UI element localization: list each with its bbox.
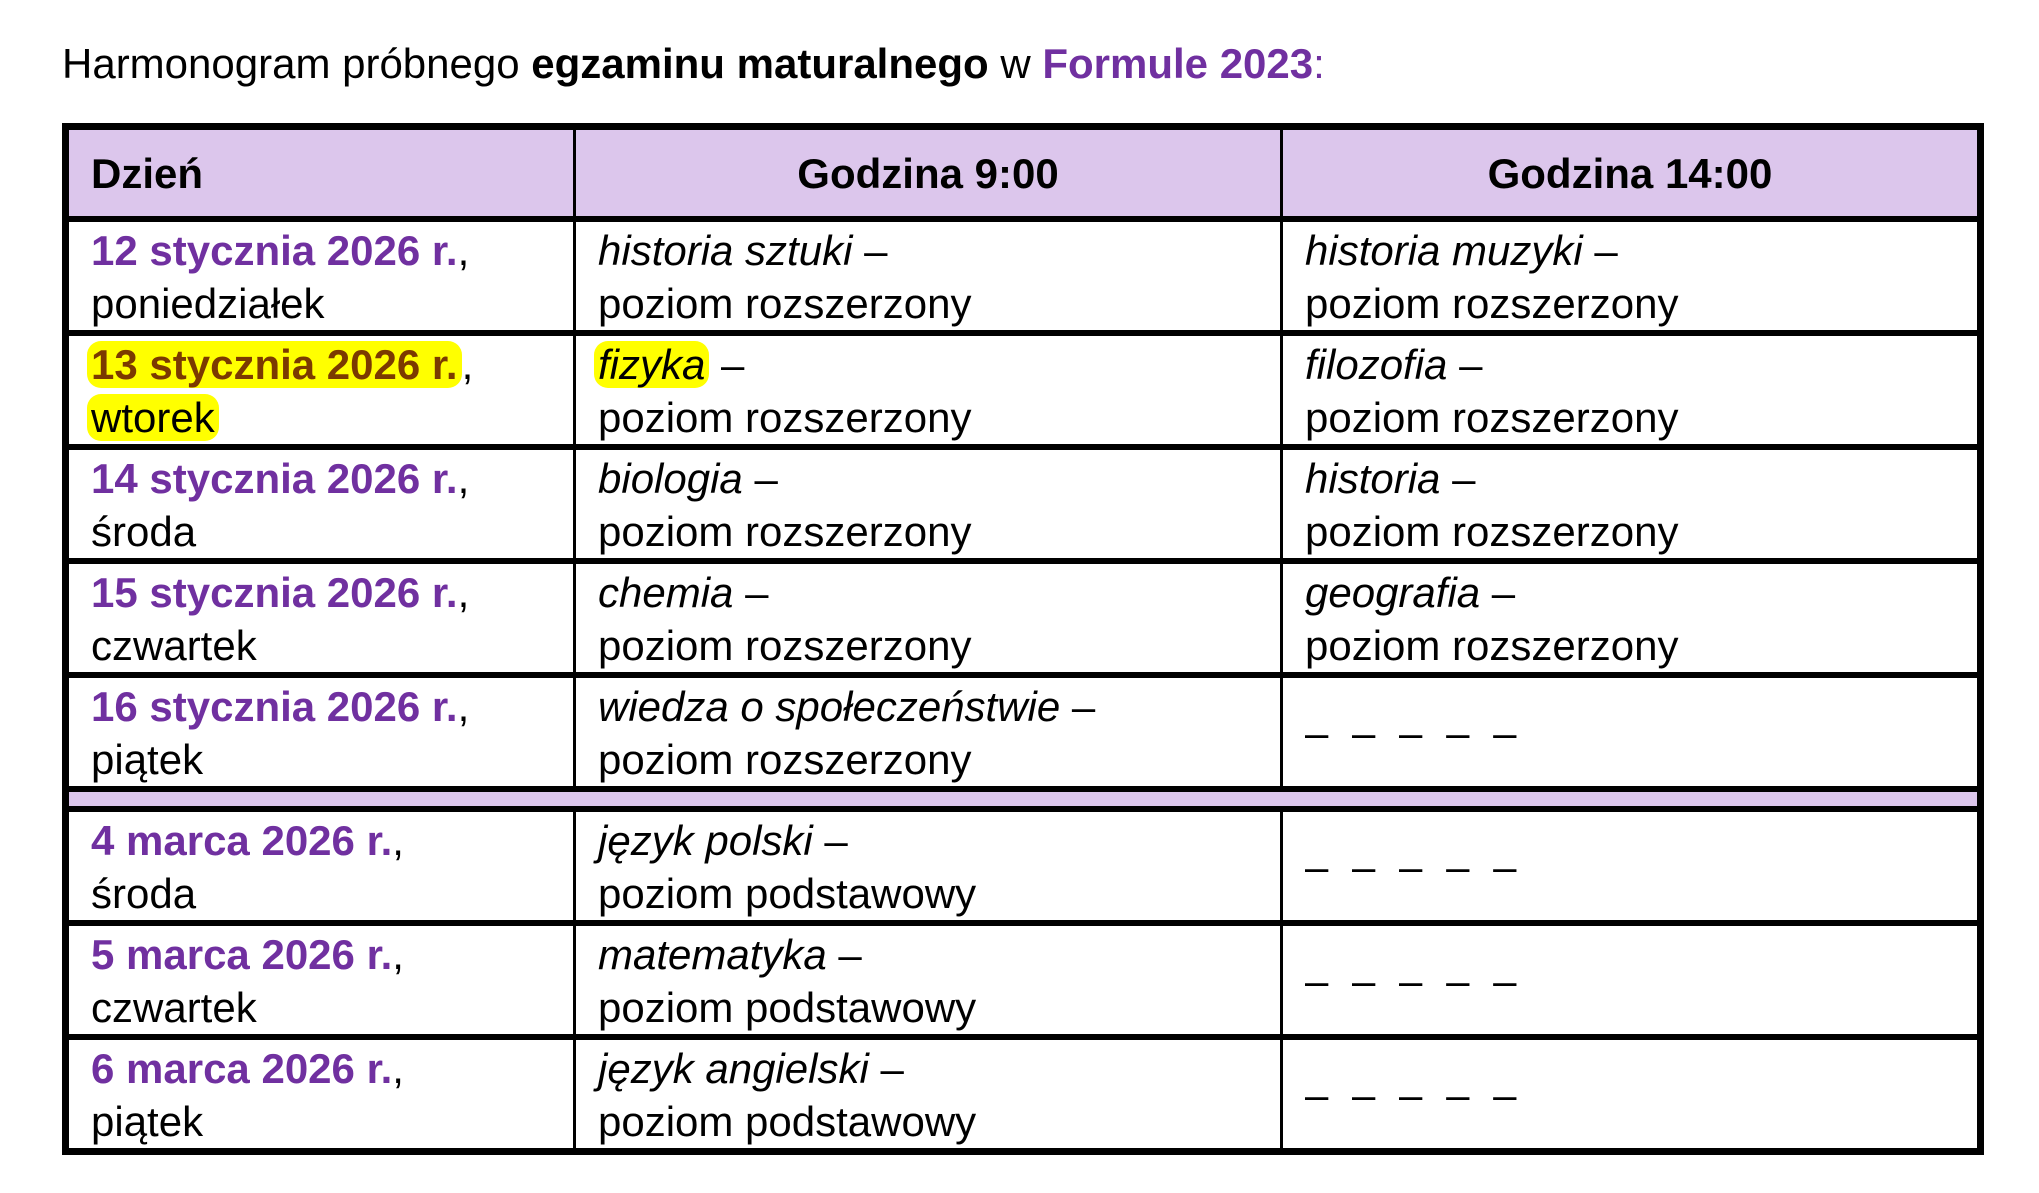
level: poziom rozszerzony [598,736,972,783]
date: 16 stycznia 2026 r. [91,683,458,730]
empty-placeholder: – – – – – [1305,843,1523,890]
weekday: poniedziałek [91,280,325,327]
subject: historia muzyki [1305,227,1583,274]
level: poziom podstawowy [598,1098,977,1145]
page-title: Harmonogram próbnego egzaminu maturalneg… [62,40,1325,87]
afternoon-cell: – – – – – [1280,1034,1982,1155]
weekday: czwartek [91,984,257,1031]
weekday: piątek [91,736,204,783]
day-cell: 5 marca 2026 r., czwartek [64,920,576,1040]
level: poziom rozszerzony [1305,394,1679,441]
table-row: 14 stycznia 2026 r., środa biologia – pozio… [64,444,1982,564]
level: poziom rozszerzony [598,622,972,669]
morning-cell: chemia – poziom rozszerzony [573,558,1283,678]
afternoon-cell: historia – poziom rozszerzony [1280,444,1982,564]
subject: język polski [598,817,813,864]
separator-row [65,786,1981,812]
afternoon-cell: – – – – – [1280,806,1982,926]
morning-cell: matematyka – poziom podstawowy [573,920,1283,1040]
morning-cell: język polski – poziom podstawowy [573,806,1283,926]
level: poziom rozszerzony [1305,622,1679,669]
morning-cell: biologia – poziom rozszerzony [573,444,1283,564]
weekday: środa [91,870,197,917]
day-cell: 13 stycznia 2026 r., wtorek [64,330,576,450]
subject: chemia [598,569,734,616]
separator [65,786,1981,812]
level: poziom podstawowy [598,870,977,917]
morning-cell: historia sztuki – poziom rozszerzony [573,216,1283,336]
afternoon-cell: historia muzyki – poziom rozszerzony [1280,216,1982,336]
subject: język angielski [598,1045,869,1092]
table-row: 4 marca 2026 r., środa język polski – pozio… [64,806,1982,926]
header-day: Dzień [64,123,576,222]
header-9: Godzina 9:00 [573,123,1283,222]
level: poziom rozszerzony [1305,280,1679,327]
subject: filozofia [1305,341,1448,388]
schedule-table: Dzień Godzina 9:00 Godzina 14:00 12 styc… [62,123,1984,1155]
subject: geografia [1305,569,1481,616]
afternoon-cell: filozofia – poziom rozszerzony [1280,330,1982,450]
level: poziom podstawowy [598,984,977,1031]
table-row: 13 stycznia 2026 r., wtorek fizyka – poziom… [64,330,1982,450]
table-row: 5 marca 2026 r., czwartek matematyka – pozi… [64,920,1982,1040]
date: 5 marca 2026 r. [91,931,393,978]
subject: historia [1305,455,1441,502]
subject: wiedza o społeczeństwie [598,683,1061,730]
table-row: 12 stycznia 2026 r., poniedziałek historia… [64,216,1982,336]
level: poziom rozszerzony [1305,508,1679,555]
date: 12 stycznia 2026 r. [91,227,458,274]
table-row: 6 marca 2026 r., piątek język angielski – p… [64,1034,1982,1155]
subject: biologia [598,455,743,502]
header-row: Dzień Godzina 9:00 Godzina 14:00 [64,123,1982,222]
level: poziom rozszerzony [598,394,972,441]
level: poziom rozszerzony [598,508,972,555]
subject: historia sztuki [598,227,853,274]
weekday: czwartek [91,622,257,669]
empty-placeholder: – – – – – [1305,709,1523,756]
subject: matematyka [598,931,827,978]
day-cell: 14 stycznia 2026 r., środa [64,444,576,564]
date: 14 stycznia 2026 r. [91,455,458,502]
weekday: piątek [91,1098,204,1145]
day-cell: 12 stycznia 2026 r., poniedziałek [64,216,576,336]
morning-cell: wiedza o społeczeństwie – poziom rozszerz… [573,672,1283,792]
afternoon-cell: – – – – – [1280,920,1982,1040]
table-row: 16 stycznia 2026 r., piątek wiedza o społe… [64,672,1982,792]
date: 15 stycznia 2026 r. [91,569,458,616]
afternoon-cell: – – – – – [1280,672,1982,792]
header-14: Godzina 14:00 [1280,123,1982,222]
subject: fizyka [594,341,710,388]
day-cell: 16 stycznia 2026 r., piątek [64,672,576,792]
empty-placeholder: – – – – – [1305,1071,1523,1118]
weekday: wtorek [87,394,219,441]
date: 4 marca 2026 r. [91,817,393,864]
date: 6 marca 2026 r. [91,1045,393,1092]
weekday: środa [91,508,197,555]
morning-cell: język angielski – poziom podstawowy [573,1034,1283,1155]
level: poziom rozszerzony [598,280,972,327]
morning-cell: fizyka – poziom rozszerzony [573,330,1283,450]
day-cell: 15 stycznia 2026 r., czwartek [64,558,576,678]
table-row: 15 stycznia 2026 r., czwartek chemia – pozi… [64,558,1982,678]
day-cell: 6 marca 2026 r., piątek [64,1034,576,1155]
afternoon-cell: geografia – poziom rozszerzony [1280,558,1982,678]
date: 13 stycznia 2026 r. [87,341,462,388]
empty-placeholder: – – – – – [1305,957,1523,1004]
day-cell: 4 marca 2026 r., środa [64,806,576,926]
